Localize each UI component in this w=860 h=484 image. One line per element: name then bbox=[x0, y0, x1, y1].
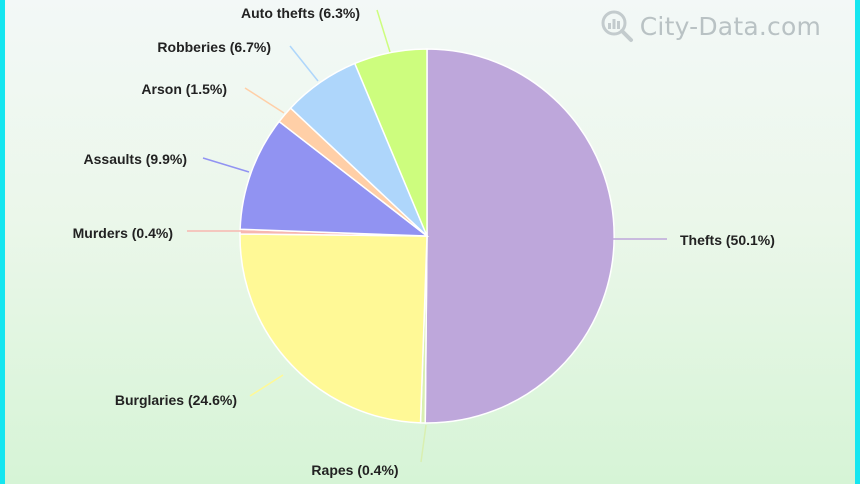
leader-line-rapes bbox=[420, 424, 427, 463]
slice-label-assaults: Assaults (9.9%) bbox=[84, 151, 187, 167]
slice-label-arson: Arson (1.5%) bbox=[141, 81, 227, 97]
leader-line-assaults bbox=[202, 157, 250, 173]
watermark-text: City-Data.com bbox=[639, 11, 821, 41]
slice-label-rapes: Rapes (0.4%) bbox=[311, 462, 398, 478]
pie-labels: Thefts (50.1%) Rapes (0.4%) Burglaries (24… bbox=[73, 5, 775, 478]
slice-label-thefts: Thefts (50.1%) bbox=[680, 232, 775, 248]
pie-slice-burglaries[interactable] bbox=[239, 233, 428, 424]
slice-label-murders: Murders (0.4%) bbox=[73, 225, 173, 241]
leader-line-robberies bbox=[289, 45, 319, 82]
slice-label-robberies: Robberies (6.7%) bbox=[157, 39, 271, 55]
pie-slice-assaults[interactable] bbox=[239, 120, 430, 237]
slice-label-burglaries: Burglaries (24.6%) bbox=[115, 392, 237, 408]
leader-line-auto-thefts bbox=[376, 9, 391, 53]
pie-chart: Thefts (50.1%) Rapes (0.4%) Burglaries (24… bbox=[73, 5, 775, 478]
magnifier-chart-icon bbox=[601, 10, 633, 42]
pie-leader-lines bbox=[187, 9, 667, 463]
leader-line-burglaries bbox=[249, 374, 284, 397]
pie-slice-auto-thefts[interactable] bbox=[353, 48, 428, 237]
leader-line-arson bbox=[244, 87, 285, 114]
pie-slice-thefts[interactable] bbox=[424, 48, 615, 424]
pie-slices bbox=[239, 48, 615, 424]
city-data-watermark: City-Data.com bbox=[600, 9, 821, 43]
slice-label-auto-thefts: Auto thefts (6.3%) bbox=[241, 5, 360, 21]
